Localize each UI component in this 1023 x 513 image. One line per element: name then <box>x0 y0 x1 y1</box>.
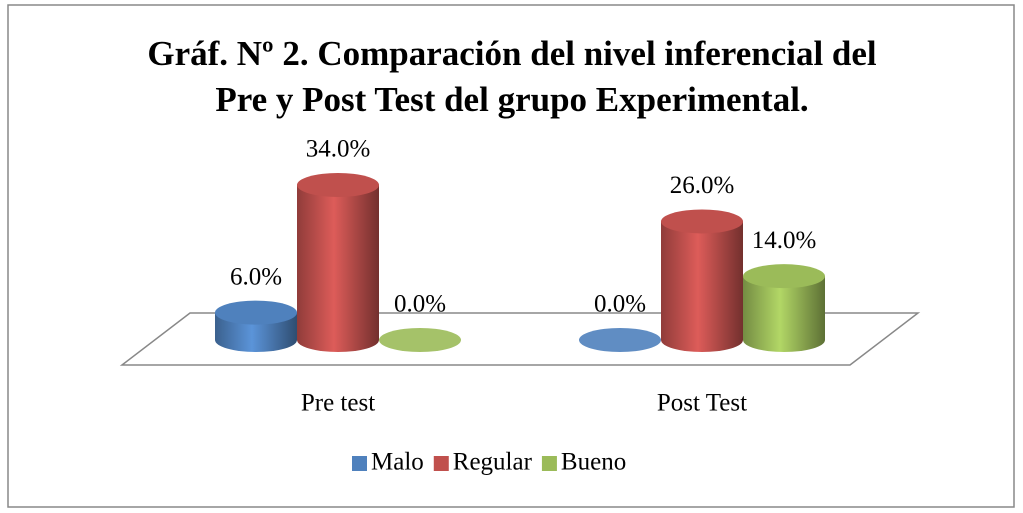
bar-body <box>297 185 379 352</box>
bar-top <box>743 264 825 289</box>
bar <box>297 173 379 352</box>
legend-swatch <box>541 456 557 471</box>
data-label: 0.0% <box>394 291 446 318</box>
data-label: 26.0% <box>670 172 735 199</box>
bar <box>379 328 461 352</box>
data-label: 6.0% <box>230 263 282 290</box>
legend-label: Malo <box>371 449 424 476</box>
bar-top <box>379 328 461 352</box>
bar <box>215 300 297 352</box>
chart-title: Gráf. Nº 2. Comparación del nivel infere… <box>147 34 877 73</box>
bar <box>743 264 825 352</box>
x-tick-label: Post Test <box>657 390 747 417</box>
chart-frame <box>7 4 1015 508</box>
legend-swatch <box>433 456 449 471</box>
legend-swatch <box>352 456 367 471</box>
bar <box>661 209 743 352</box>
data-label: 14.0% <box>752 227 817 254</box>
x-tick-label: Pre test <box>301 390 375 417</box>
bar-top <box>215 300 297 325</box>
chart-title: Pre y Post Test del grupo Experimental. <box>215 80 808 119</box>
data-label: 0.0% <box>594 291 646 318</box>
bar-top <box>297 173 379 197</box>
data-label: 34.0% <box>306 136 371 163</box>
legend-label: Bueno <box>561 449 626 476</box>
bar-body <box>661 221 743 352</box>
bar <box>579 328 661 352</box>
bar-top <box>579 328 661 352</box>
legend-label: Regular <box>453 449 533 476</box>
floor <box>119 312 921 366</box>
bar-body <box>743 276 825 352</box>
bar-top <box>661 209 743 234</box>
